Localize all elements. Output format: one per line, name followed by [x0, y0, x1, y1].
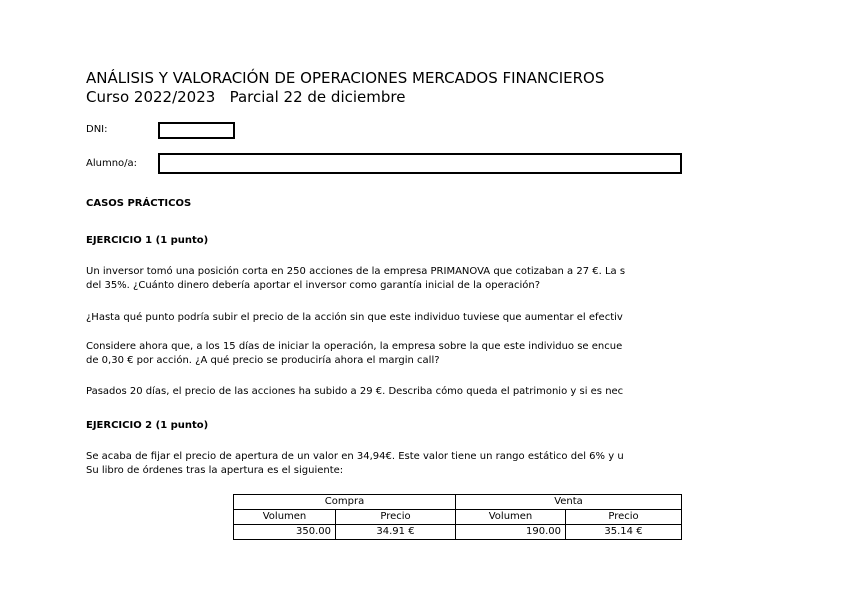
- ex2-text: Su libro de órdenes tras la apertura es …: [86, 465, 344, 476]
- table-row: 350.00 34.91 € 190.00 35.14 €: [233, 524, 682, 540]
- cell: 190.00: [455, 524, 566, 540]
- cell: 35.14 €: [565, 524, 682, 540]
- col-volumen: Volumen: [455, 509, 566, 525]
- dni-label: DNI:: [86, 124, 108, 135]
- section-heading: CASOS PRÁCTICOS: [86, 198, 192, 209]
- alumno-field[interactable]: [158, 153, 682, 174]
- dni-field[interactable]: [158, 122, 235, 139]
- ex1-text: ¿Hasta qué punto podría subir el precio …: [86, 312, 623, 323]
- header-compra: Compra: [233, 494, 456, 510]
- document-page: ANÁLISIS Y VALORACIÓN DE OPERACIONES MER…: [86, 69, 682, 540]
- col-precio: Precio: [565, 509, 682, 525]
- document-subtitle: Curso 2022/2023 Parcial 22 de diciembre: [86, 88, 406, 106]
- header-venta: Venta: [455, 494, 682, 510]
- ex1-text: Considere ahora que, a los 15 días de in…: [86, 341, 623, 352]
- alumno-label: Alumno/a:: [86, 158, 138, 169]
- col-volumen: Volumen: [233, 509, 336, 525]
- exercise-2-title: EJERCICIO 2 (1 punto): [86, 420, 209, 431]
- col-precio: Precio: [335, 509, 456, 525]
- cell: 350.00: [233, 524, 336, 540]
- ex1-text: de 0,30 € por acción. ¿A qué precio se p…: [86, 355, 440, 366]
- order-book-table: Compra Venta Volumen Precio Volumen Prec…: [233, 494, 682, 540]
- exercise-1-title: EJERCICIO 1 (1 punto): [86, 235, 209, 246]
- ex1-text: Pasados 20 días, el precio de las accion…: [86, 386, 624, 397]
- document-title: ANÁLISIS Y VALORACIÓN DE OPERACIONES MER…: [86, 69, 605, 87]
- ex1-text: del 35%. ¿Cuánto dinero debería aportar …: [86, 280, 541, 291]
- ex2-text: Se acaba de fijar el precio de apertura …: [86, 451, 624, 462]
- ex1-text: Un inversor tomó una posición corta en 2…: [86, 266, 626, 277]
- cell: 34.91 €: [335, 524, 456, 540]
